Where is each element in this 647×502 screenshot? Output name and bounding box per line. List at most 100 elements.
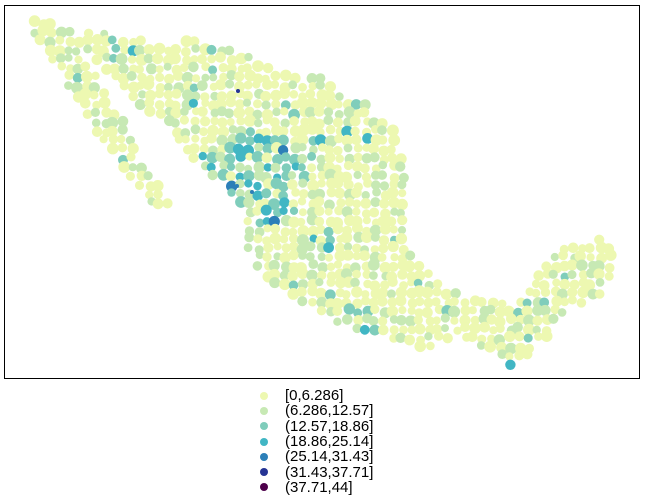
map-point (398, 244, 409, 255)
map-point (313, 105, 325, 117)
map-point (134, 99, 146, 110)
map-point (497, 299, 507, 309)
map-point (307, 151, 317, 161)
map-point (306, 73, 318, 84)
map-point (426, 341, 435, 351)
map-point (196, 80, 208, 91)
map-point (379, 198, 390, 209)
map-point (117, 124, 128, 135)
map-point (298, 189, 309, 199)
map-point (323, 107, 334, 117)
map-point (252, 109, 263, 120)
map-point (396, 315, 407, 326)
map-point (261, 152, 273, 163)
map-point (334, 100, 343, 109)
map-point (540, 330, 553, 343)
map-point (333, 317, 342, 326)
map-point (333, 145, 343, 156)
map-point (268, 259, 280, 272)
map-point (181, 47, 191, 57)
map-point (387, 240, 399, 253)
map-point (567, 295, 577, 305)
legend-label: (18.86,25.14] (285, 433, 374, 451)
map-point (386, 144, 396, 155)
map-point (64, 53, 73, 62)
map-point (469, 322, 481, 334)
map-point (342, 249, 354, 261)
map-point (350, 187, 362, 198)
map-point (560, 272, 570, 282)
map-point (296, 286, 307, 297)
map-point (55, 53, 66, 63)
map-point (317, 252, 326, 262)
map-point (199, 144, 209, 154)
legend-label: (37.71,44] (285, 478, 353, 496)
map-point (170, 118, 180, 128)
map-point (352, 161, 363, 173)
map-point (74, 55, 83, 64)
map-point (99, 88, 110, 99)
map-point (424, 332, 433, 341)
map-point (316, 154, 327, 165)
map-point (316, 306, 327, 316)
map-point (253, 181, 262, 191)
map-point (164, 82, 173, 92)
map-point (200, 92, 210, 102)
map-point (358, 107, 370, 118)
map-point (255, 250, 264, 260)
map-point (206, 151, 219, 164)
map-point (215, 79, 227, 91)
map-point (389, 325, 399, 335)
map-point (90, 107, 100, 117)
map-point (217, 126, 230, 138)
map-point (314, 196, 325, 207)
map-point (467, 331, 478, 343)
map-point (371, 180, 381, 190)
map-point (235, 184, 239, 188)
map-point (261, 188, 272, 199)
map-point (298, 208, 307, 217)
map-point (386, 305, 399, 317)
map-point (305, 252, 315, 262)
map-point (296, 267, 309, 279)
map-point (207, 54, 217, 64)
map-point (278, 126, 289, 136)
map-point (115, 53, 128, 65)
map-point (163, 62, 172, 71)
legend-swatch (260, 391, 268, 400)
map-point (421, 307, 433, 318)
legend: [0,6.286] (6.286,12.57] (12.57,18.86] (18.8… (256, 388, 373, 495)
map-point (477, 334, 487, 344)
map-point (125, 135, 135, 145)
map-point (386, 124, 399, 137)
map-point (279, 252, 291, 264)
map-point (432, 287, 442, 297)
map-point (28, 15, 41, 27)
map-point (189, 143, 200, 154)
map-point (64, 26, 75, 37)
map-point (403, 260, 416, 273)
map-point (413, 315, 423, 325)
map-point (134, 180, 145, 190)
map-point (505, 352, 514, 361)
map-point (271, 99, 281, 109)
map-point (289, 116, 299, 126)
map-point (342, 314, 353, 325)
map-point (388, 261, 399, 272)
map-point (343, 160, 353, 171)
map-point (567, 270, 577, 280)
map-point (349, 115, 361, 127)
map-point (379, 181, 390, 191)
map-point (323, 115, 334, 125)
map-point (377, 287, 389, 299)
map-point (307, 163, 317, 173)
map-point (72, 72, 83, 83)
map-point (534, 332, 543, 341)
map-point (279, 87, 291, 99)
map-point (523, 333, 533, 343)
map-point (296, 234, 309, 247)
map-point (126, 152, 136, 162)
map-point (317, 179, 326, 188)
map-point (243, 243, 253, 253)
map-point (414, 340, 427, 353)
